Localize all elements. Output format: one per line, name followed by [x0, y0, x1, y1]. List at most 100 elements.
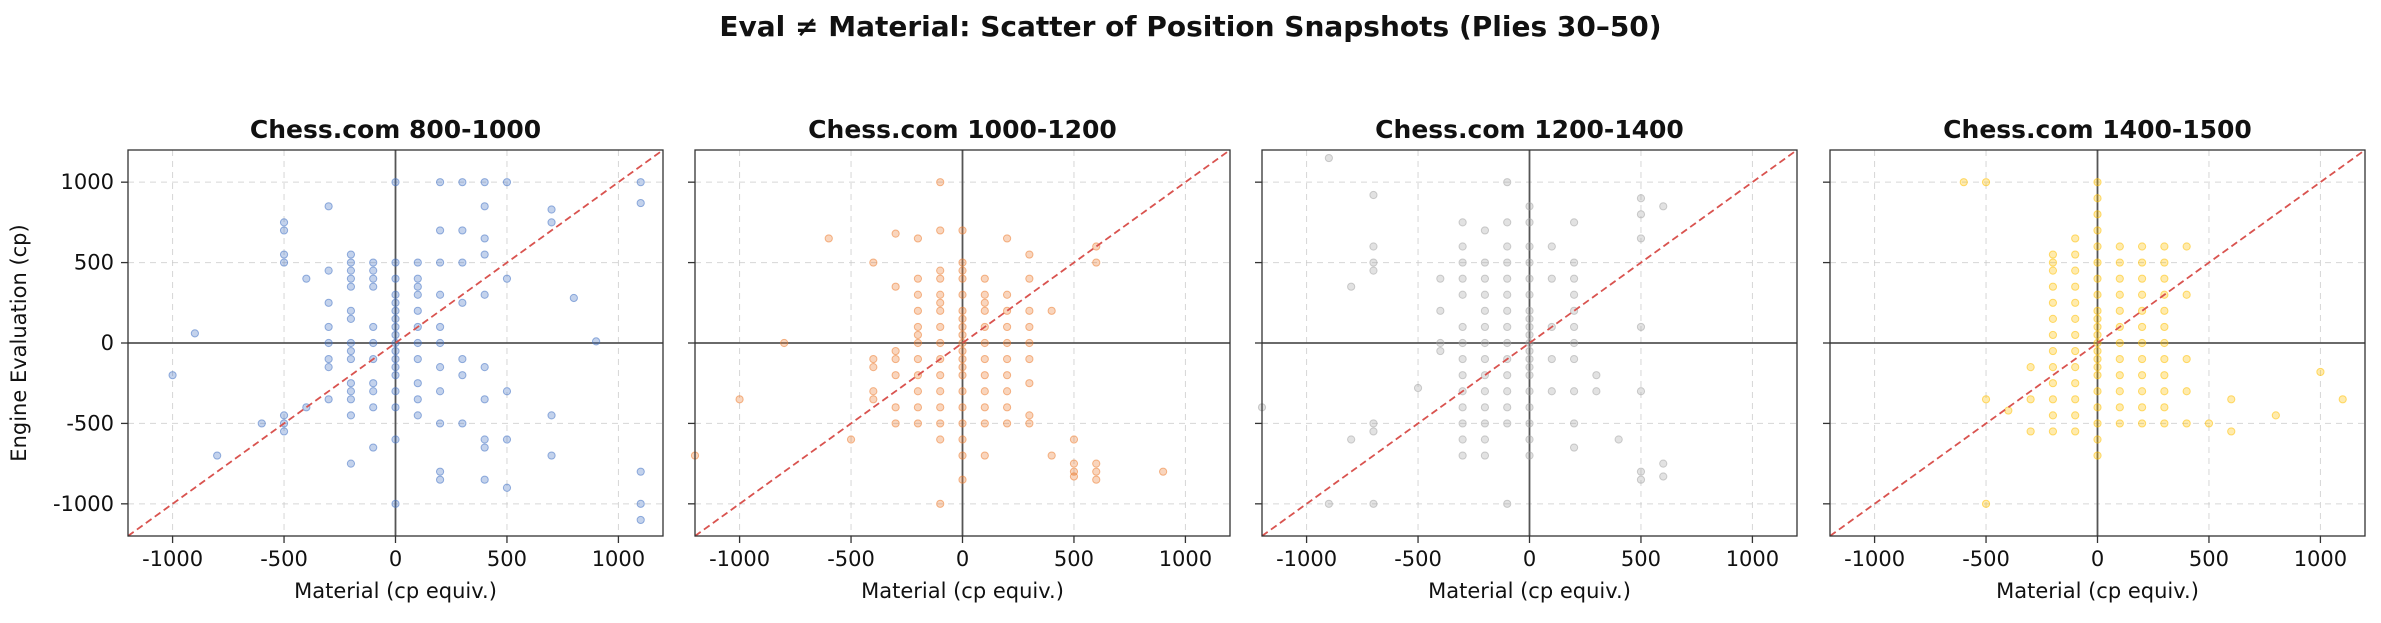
- scatter-point: [324, 338, 333, 348]
- scatter-point: [1480, 274, 1490, 283]
- scatter-point: [279, 411, 289, 420]
- scatter-point: [369, 387, 378, 396]
- scatter-point: [480, 363, 489, 372]
- scatter-point: [2204, 419, 2214, 428]
- scatter-point: [2137, 371, 2147, 380]
- scatter-point: [2160, 258, 2169, 267]
- scatter-point: [458, 298, 467, 307]
- scatter-point: [2071, 363, 2080, 372]
- x-tick-label: 0: [2091, 547, 2104, 571]
- scatter-point: [2071, 282, 2080, 291]
- scatter-point: [346, 282, 356, 291]
- scatter-point: [980, 387, 989, 396]
- scatter-point: [980, 306, 989, 315]
- scatter-point: [302, 274, 311, 283]
- x-tick-label: -1000: [1844, 547, 1905, 571]
- scatter-point: [1369, 427, 1378, 436]
- scatter-point: [936, 290, 945, 299]
- scatter-point: [391, 499, 400, 508]
- scatter-point: [1458, 242, 1467, 251]
- scatter-point: [502, 178, 512, 187]
- scatter-point: [547, 205, 556, 214]
- scatter-point: [480, 443, 489, 452]
- scatter-point: [324, 322, 333, 332]
- scatter-point: [1547, 387, 1556, 396]
- scatter-point: [2115, 338, 2124, 348]
- scatter-point: [936, 403, 945, 412]
- scatter-point: [2026, 363, 2035, 372]
- scatter-point: [547, 451, 556, 460]
- scatter-point: [1525, 387, 1534, 396]
- scatter-point: [1002, 371, 1012, 380]
- scatter-point: [980, 451, 989, 460]
- scatter-point: [2137, 290, 2147, 299]
- scatter-point: [2160, 306, 2169, 315]
- scatter-point: [1525, 371, 1534, 380]
- scatter-point: [2115, 371, 2124, 380]
- scatter-point: [1592, 371, 1601, 380]
- scatter-point: [936, 322, 945, 332]
- scatter-point: [391, 322, 400, 332]
- scatter-point: [1369, 258, 1378, 267]
- scatter-point: [2093, 330, 2102, 340]
- scatter-point: [958, 346, 967, 356]
- scatter-point: [913, 290, 923, 299]
- scatter-point: [636, 515, 645, 525]
- scatter-point: [2004, 406, 2013, 415]
- scatter-point: [2227, 427, 2236, 436]
- scatter-point: [1503, 387, 1512, 396]
- x-tick-label: 500: [487, 547, 527, 571]
- scatter-point: [1981, 395, 1991, 404]
- scatter-point: [1413, 383, 1423, 393]
- scatter-point: [1458, 419, 1467, 428]
- scatter-point: [2115, 354, 2124, 364]
- scatter-point: [1025, 354, 1034, 364]
- scatter-point: [1025, 250, 1034, 259]
- scatter-point: [2137, 387, 2147, 396]
- x-tick-label: -1000: [1276, 547, 1337, 571]
- scatter-point: [869, 387, 878, 396]
- scatter-point: [391, 178, 400, 187]
- scatter-point: [1636, 234, 1646, 243]
- x-tick-label: 500: [2189, 547, 2229, 571]
- scatter-point: [958, 258, 967, 267]
- scatter-point: [980, 298, 989, 307]
- scatter-point: [936, 499, 945, 508]
- scatter-point: [324, 395, 333, 404]
- scatter-point: [958, 274, 967, 283]
- x-tick-label: 500: [1621, 547, 1661, 571]
- scatter-point: [2137, 354, 2147, 364]
- scatter-point: [958, 354, 967, 364]
- scatter-point: [369, 258, 378, 267]
- scatter-point: [1503, 178, 1512, 187]
- scatter-point: [2182, 387, 2191, 396]
- scatter-point: [391, 298, 400, 307]
- scatter-point: [1525, 451, 1534, 460]
- scatter-point: [2093, 210, 2102, 219]
- scatter-point: [435, 290, 445, 299]
- scatter-point: [2137, 419, 2147, 428]
- scatter-point: [435, 178, 445, 187]
- scatter-point: [458, 226, 467, 235]
- scatter-point: [2071, 250, 2080, 259]
- scatter-point: [1369, 190, 1378, 200]
- scatter-point: [1981, 499, 1991, 508]
- scatter-point: [324, 202, 333, 211]
- scatter-point: [1002, 290, 1012, 299]
- scatter-series: [1257, 153, 1668, 508]
- scatter-point: [1480, 387, 1490, 396]
- scatter-point: [1503, 258, 1512, 267]
- scatter-point: [547, 411, 556, 420]
- scatter-point: [2048, 411, 2058, 420]
- scatter-point: [936, 387, 945, 396]
- scatter-point: [936, 266, 945, 275]
- scatter-point: [1436, 346, 1445, 356]
- scatter-point: [346, 346, 356, 356]
- scatter-point: [1458, 435, 1467, 444]
- scatter-point: [891, 229, 900, 238]
- scatter-point: [1525, 330, 1534, 340]
- scatter-point: [458, 258, 467, 267]
- scatter-point: [869, 395, 878, 404]
- scatter-point: [346, 258, 356, 267]
- scatter-point: [2182, 354, 2191, 364]
